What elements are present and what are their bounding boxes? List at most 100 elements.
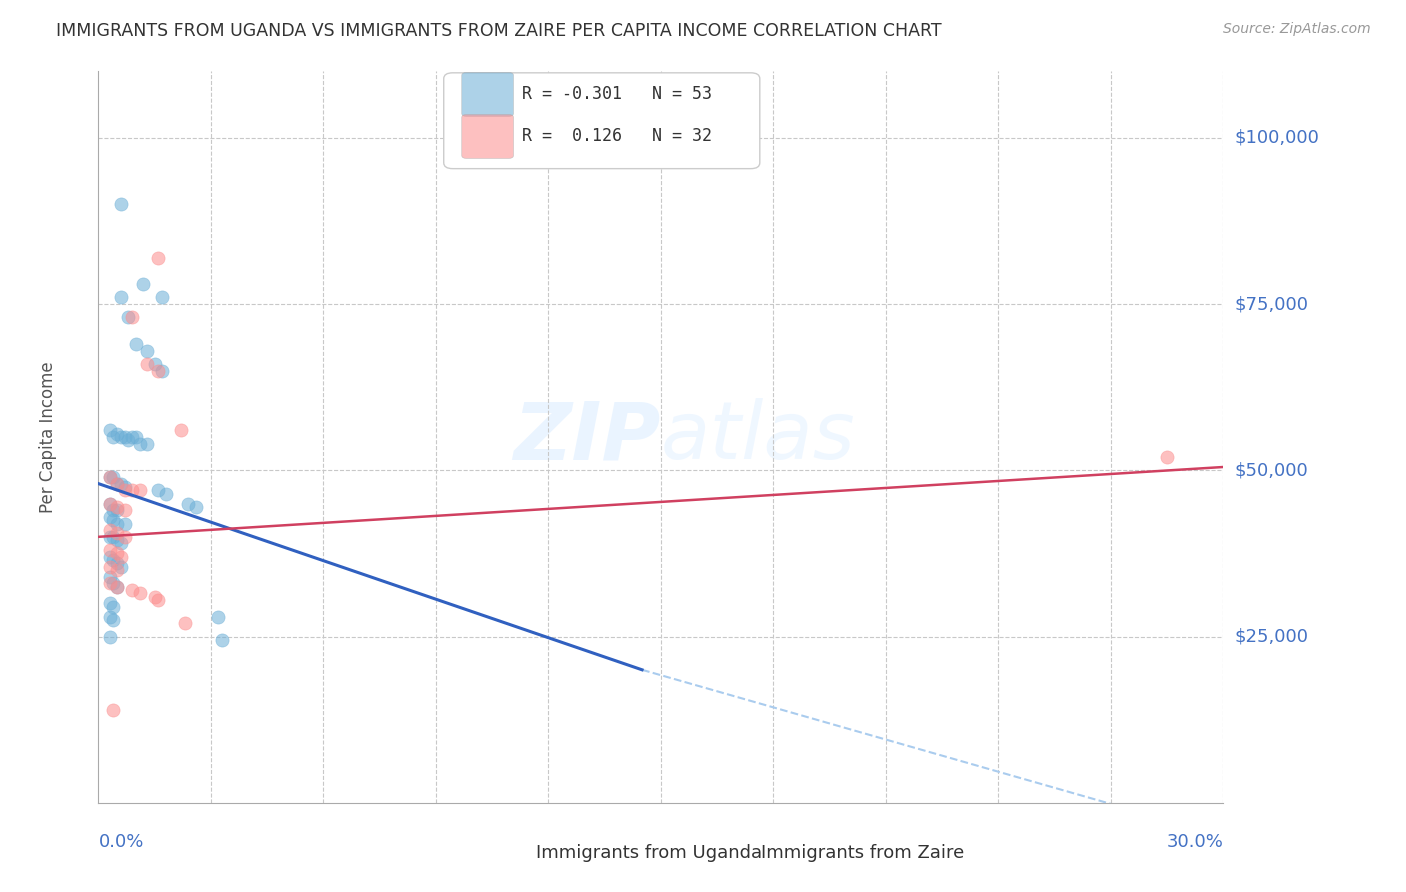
Text: Source: ZipAtlas.com: Source: ZipAtlas.com [1223,22,1371,37]
Point [121,310,143,325]
Point [170,424,193,438]
Point [121,582,143,597]
Point [98,570,121,584]
Point [136,343,159,358]
Point [110,290,132,304]
Point [207,609,229,624]
Text: Immigrants from Zaire: Immigrants from Zaire [761,844,965,862]
Text: atlas: atlas [661,398,856,476]
Point [136,357,159,371]
Point [121,430,143,444]
Text: $75,000: $75,000 [1234,295,1309,313]
Text: 30.0%: 30.0% [1167,833,1223,851]
Point [105,563,128,577]
Point [103,470,125,484]
Point [114,503,136,517]
Point [98,543,121,558]
Point [98,523,121,537]
Text: ZIP: ZIP [513,398,661,476]
Point [125,337,148,351]
Point [103,703,125,717]
Point [105,580,128,594]
Point [128,483,150,498]
Point [155,486,177,500]
Point [105,533,128,548]
Point [148,593,170,607]
Point [177,497,200,511]
Point [1156,450,1178,464]
Point [105,500,128,514]
Point [105,546,128,560]
Point [136,436,159,450]
Point [148,363,170,377]
FancyBboxPatch shape [461,114,513,159]
Point [103,503,125,517]
Point [150,363,173,377]
Point [143,590,166,604]
Point [110,430,132,444]
Point [98,609,121,624]
Point [105,476,128,491]
Text: Per Capita Income: Per Capita Income [39,361,56,513]
Point [148,483,170,498]
Point [103,613,125,627]
Point [103,599,125,614]
Point [143,357,166,371]
Point [128,436,150,450]
Text: $100,000: $100,000 [1234,128,1319,147]
Point [103,430,125,444]
Point [98,470,121,484]
Point [117,310,139,325]
Point [98,576,121,591]
Text: R =  0.126   N = 32: R = 0.126 N = 32 [523,128,713,145]
Point [98,509,121,524]
Text: $25,000: $25,000 [1234,628,1309,646]
Point [105,526,128,541]
Point [105,426,128,441]
Point [103,530,125,544]
Point [98,497,121,511]
Point [125,430,148,444]
Text: $50,000: $50,000 [1234,461,1308,479]
Point [110,559,132,574]
Point [105,516,128,531]
Point [110,197,132,211]
Point [114,480,136,494]
Text: R = -0.301   N = 53: R = -0.301 N = 53 [523,86,713,103]
Point [98,596,121,610]
Point [105,580,128,594]
Point [211,632,233,647]
Point [184,500,207,514]
Point [148,251,170,265]
Point [110,476,132,491]
Point [98,530,121,544]
Point [103,513,125,527]
Point [110,536,132,550]
Point [114,483,136,498]
Point [114,530,136,544]
FancyBboxPatch shape [495,839,533,866]
Point [105,503,128,517]
Point [110,549,132,564]
Point [105,557,128,571]
Point [98,470,121,484]
Point [114,516,136,531]
Point [98,549,121,564]
Point [173,616,195,631]
Point [98,497,121,511]
Text: 0.0%: 0.0% [98,833,143,851]
Text: Immigrants from Uganda: Immigrants from Uganda [536,844,762,862]
Point [132,277,155,292]
FancyBboxPatch shape [444,73,759,169]
FancyBboxPatch shape [461,72,513,116]
Point [117,434,139,448]
Point [105,476,128,491]
Point [98,630,121,644]
Point [121,483,143,498]
Point [103,553,125,567]
Point [98,424,121,438]
Point [98,559,121,574]
Point [128,586,150,600]
Point [114,430,136,444]
FancyBboxPatch shape [720,839,758,866]
